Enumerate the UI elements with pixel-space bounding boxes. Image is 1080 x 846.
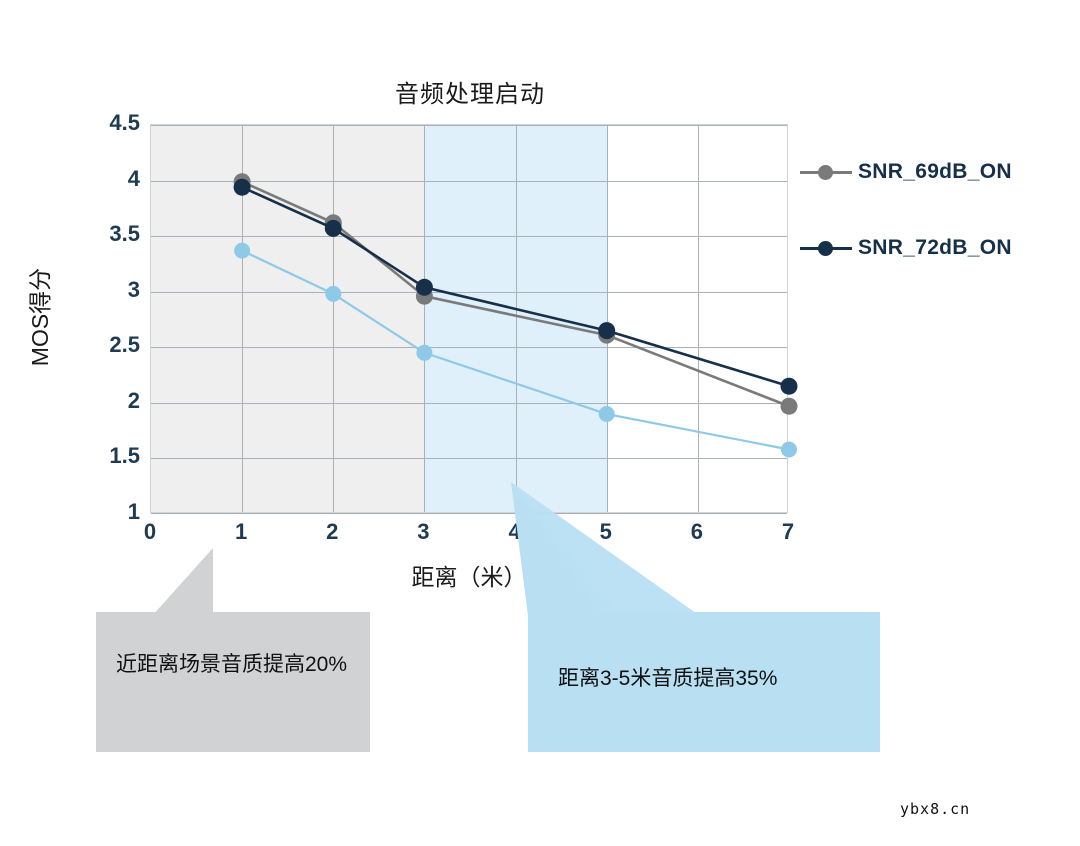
gridline-h-3.5 — [151, 236, 787, 238]
plot-area — [150, 124, 798, 514]
data-point[interactable] — [780, 377, 798, 395]
gridline-h-1 — [151, 513, 787, 514]
series-line — [241, 186, 790, 388]
x-tick-0: 0 — [143, 519, 157, 544]
watermark: ybx8.cn — [900, 800, 971, 818]
legend: SNR_69dB_ON SNR_72dB_ON — [800, 160, 1070, 312]
gridline-v-1 — [242, 125, 244, 512]
series-layer — [233, 173, 798, 458]
gridline-h-4.5 — [151, 125, 787, 126]
data-point[interactable] — [234, 242, 251, 259]
series-line — [241, 180, 790, 408]
data-point[interactable] — [780, 397, 798, 415]
series-SNR_69dB_ON — [233, 173, 798, 415]
y-tick-1.5: 1.5 — [109, 443, 140, 469]
near-field-callout-text: 近距离场景音质提高20% — [116, 653, 348, 676]
legend-item-snr69[interactable]: SNR_69dB_ON — [800, 160, 1070, 184]
mid-range-callout-text: 距离3-5米音质提高35% — [558, 667, 778, 690]
x-axis-tick-labels: 0 1 2 3 4 5 6 7 — [144, 519, 794, 555]
y-tick-2.5: 2.5 — [109, 332, 140, 358]
y-tick-1: 1 — [127, 499, 140, 524]
x-tick-2: 2 — [326, 519, 339, 544]
y-tick-4.5: 4.5 — [109, 110, 140, 135]
gridline-v-5 — [606, 125, 608, 512]
series-SNR_72dB_ON — [233, 178, 798, 395]
y-axis-tick-labels: 4.5 4 3.5 3 2.5 2 1.5 1 — [88, 110, 140, 524]
data-point[interactable] — [324, 219, 342, 237]
legend-item-snr72[interactable]: SNR_72dB_ON — [800, 236, 1070, 260]
legend-marker-icon-snr72 — [800, 236, 852, 260]
mid-range-band — [424, 125, 607, 512]
x-axis-title: 距离（米） — [411, 564, 527, 590]
data-point[interactable] — [598, 322, 616, 340]
data-point[interactable] — [598, 406, 615, 422]
gridline-v-3 — [424, 125, 426, 512]
series-line — [241, 249, 790, 451]
data-point[interactable] — [416, 344, 433, 361]
x-tick-6: 6 — [690, 519, 704, 544]
y-tick-3.5: 3.5 — [109, 221, 140, 247]
gridline-h-2.5 — [151, 347, 787, 349]
data-point[interactable] — [233, 178, 251, 196]
x-tick-7: 7 — [781, 519, 795, 544]
y-axis-title: MOS得分 — [27, 267, 53, 367]
x-tick-1: 1 — [234, 519, 248, 544]
x-tick-4: 4 — [508, 519, 521, 544]
legend-marker-icon-snr69 — [800, 160, 852, 184]
gridline-h-3 — [151, 291, 787, 293]
y-tick-2: 2 — [127, 387, 140, 413]
data-point[interactable] — [781, 441, 797, 458]
data-point[interactable] — [415, 278, 433, 296]
gridline-h-1.5 — [151, 458, 787, 460]
x-tick-3: 3 — [417, 519, 430, 544]
series-unlabeled-2 — [234, 242, 797, 458]
legend-label-snr69: SNR_69dB_ON — [858, 160, 1012, 183]
gridline-h-4 — [151, 180, 787, 182]
data-point[interactable] — [325, 285, 342, 302]
gridline-v-6 — [697, 125, 699, 512]
legend-label-snr72: SNR_72dB_ON — [858, 236, 1012, 259]
y-tick-3: 3 — [127, 276, 140, 302]
near-field-callout: 近距离场景音质提高20% — [96, 612, 370, 752]
mid-range-callout: 距离3-5米音质提高35% — [528, 612, 880, 752]
chart-title: 音频处理启动 — [395, 81, 545, 108]
gridline-h-2 — [151, 402, 787, 404]
x-tick-5: 5 — [599, 519, 612, 544]
y-tick-4: 4 — [127, 165, 140, 191]
near-field-band — [151, 125, 425, 512]
gridline-v-4 — [515, 125, 517, 512]
gridline-v-2 — [333, 125, 335, 512]
